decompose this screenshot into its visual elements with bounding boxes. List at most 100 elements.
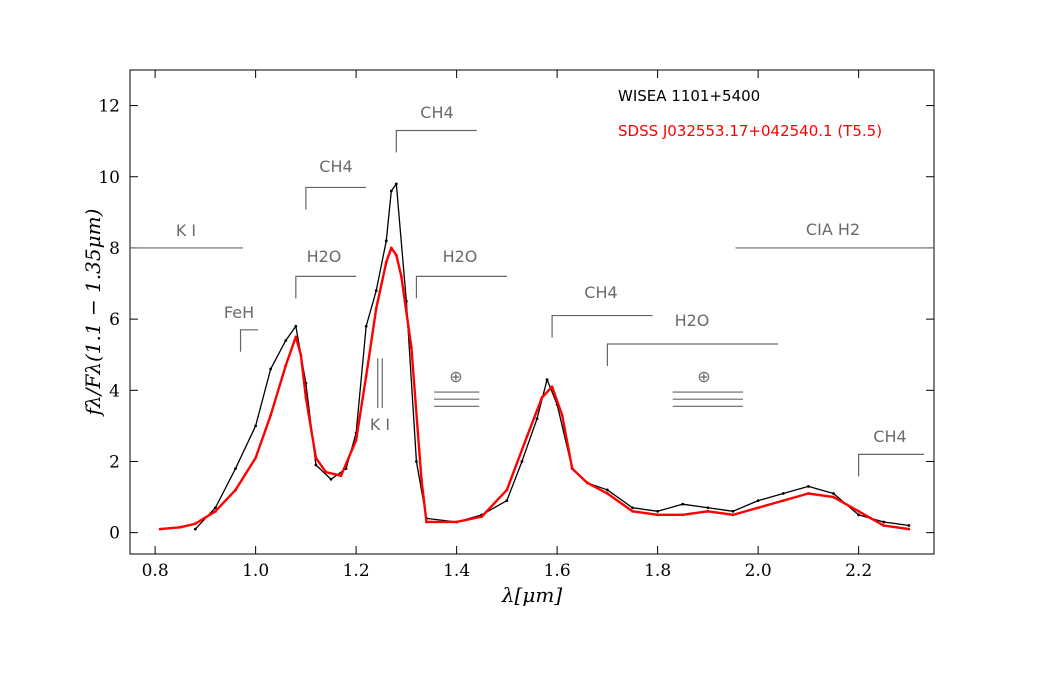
y-axis-label: fλ/Fλ(1.1 − 1.35μm) <box>81 209 105 418</box>
series-1-point-18 <box>389 246 393 250</box>
y-tick-label-0: 0 <box>109 524 120 544</box>
annotation-h2o-3: H2O <box>675 311 710 330</box>
annotation-earth-2: ⊕ <box>697 367 710 386</box>
series-1-point-9 <box>299 353 303 357</box>
annotation-ch4-2: CH4 <box>420 103 453 122</box>
series-0-point-32 <box>681 502 685 506</box>
series-1-point-42 <box>832 495 835 499</box>
x-tick-label-5: 1.8 <box>644 561 671 581</box>
x-axis-label: λ[μm] <box>501 583 562 607</box>
series-1-point-39 <box>756 506 760 510</box>
series-0-point-35 <box>756 499 760 503</box>
h2o-marker-2 <box>415 275 507 299</box>
series-1-point-5 <box>254 456 258 460</box>
series-1-point-22 <box>420 477 423 481</box>
ch4-marker-3 <box>551 314 653 338</box>
series-1-point-1 <box>178 525 182 529</box>
series-0-point-29 <box>605 488 609 492</box>
series-0-point-24 <box>535 417 539 421</box>
x-tick-label-1: 1.0 <box>242 561 269 581</box>
h2o-marker-1 <box>295 275 357 299</box>
series-0-point-25 <box>545 378 549 382</box>
ch4-marker-4 <box>858 453 924 477</box>
feh-marker <box>239 329 259 352</box>
series-0-point-31 <box>656 509 660 513</box>
series-0-point-9 <box>329 477 333 481</box>
series-0-point-15 <box>389 189 393 193</box>
annotation-ch4-1: CH4 <box>319 157 352 176</box>
series-0-point-41 <box>907 524 911 527</box>
y-tick-label-2: 4 <box>109 381 120 401</box>
annotation-earth-1: ⊕ <box>449 367 462 386</box>
annotation-ch4-3: CH4 <box>584 283 617 302</box>
series-0-point-18 <box>415 460 418 463</box>
annotation-h2o-1: H2O <box>307 247 342 266</box>
series-1-point-41 <box>806 492 810 495</box>
annotation-k-i-left: K I <box>176 221 196 240</box>
series-1-point-28 <box>540 396 544 399</box>
series-0-point-38 <box>832 492 835 495</box>
axis-ticks: 0.8 1.0 1.2 1.4 1.6 1.8 2.0 2.2 0 2 4 6 8 10 12 <box>98 70 934 581</box>
series-group <box>158 182 911 531</box>
x-tick-label-2: 1.2 <box>343 561 370 581</box>
series-0-point-34 <box>731 509 735 513</box>
series-0-point-33 <box>706 506 710 510</box>
series-0-point-3 <box>254 424 258 428</box>
series-1-point-3 <box>214 509 217 513</box>
series-1-point-7 <box>284 363 288 367</box>
series-1-point-20 <box>399 275 403 278</box>
y-tick-label-5: 10 <box>98 168 120 188</box>
series-1-point-0 <box>158 527 162 531</box>
series-1-point-34 <box>631 509 634 513</box>
series-1-point-27 <box>525 435 529 438</box>
series-0-point-1 <box>214 506 217 510</box>
annotation-feh: FeH <box>224 303 254 322</box>
series-0-point-22 <box>505 499 509 503</box>
annotation-ch4-4: CH4 <box>873 427 906 446</box>
series-1-point-6 <box>269 413 273 417</box>
series-0-point-2 <box>234 467 237 470</box>
series-1-point-24 <box>455 520 459 524</box>
y-tick-label-3: 6 <box>109 310 120 330</box>
series-0-point-39 <box>857 513 861 517</box>
series-1-point-8 <box>294 335 298 339</box>
series-0-point-30 <box>631 506 634 510</box>
series-1-point-17 <box>384 260 388 264</box>
series-1-point-25 <box>480 515 484 519</box>
feature-markers <box>130 129 934 477</box>
series-1-point-44 <box>882 524 886 527</box>
series-1-point-14 <box>354 438 358 442</box>
y-tick-label-6: 12 <box>98 97 120 117</box>
series-1-point-37 <box>706 509 710 513</box>
series-1-point-13 <box>339 474 343 478</box>
y-tick-label-1: 2 <box>109 452 120 472</box>
series-0-point-23 <box>520 460 524 463</box>
ch4-marker-2 <box>395 129 477 153</box>
series-1-point-19 <box>394 253 398 257</box>
series-line-1 <box>160 246 910 531</box>
series-1-point-36 <box>681 513 685 517</box>
series-1-point-2 <box>193 522 197 526</box>
annotation-h2o-2: H2O <box>443 247 478 266</box>
series-1-point-43 <box>857 509 861 513</box>
series-0-point-12 <box>364 324 368 328</box>
series-0-point-6 <box>294 324 298 328</box>
series-1-point-23 <box>425 520 428 524</box>
series-0-point-0 <box>193 527 197 531</box>
series-1-point-15 <box>364 374 368 378</box>
legend-entry-sdss: SDSS J032553.17+042540.1 (T5.5) <box>618 122 882 140</box>
x-tick-label-4: 1.6 <box>544 561 571 581</box>
series-1-point-29 <box>550 385 554 389</box>
series-1-point-31 <box>570 467 574 470</box>
y-tick-label-4: 8 <box>109 239 120 259</box>
plot-frame <box>129 69 935 555</box>
ch4-marker-1 <box>305 186 367 210</box>
series-1-point-45 <box>907 527 911 531</box>
series-1-point-30 <box>560 413 564 417</box>
series-0-point-16 <box>394 182 398 186</box>
series-1-point-32 <box>585 481 589 485</box>
series-1-point-21 <box>410 346 413 349</box>
series-1-point-33 <box>605 492 609 495</box>
x-tick-label-0: 0.8 <box>142 561 169 581</box>
series-0-point-13 <box>374 289 378 293</box>
